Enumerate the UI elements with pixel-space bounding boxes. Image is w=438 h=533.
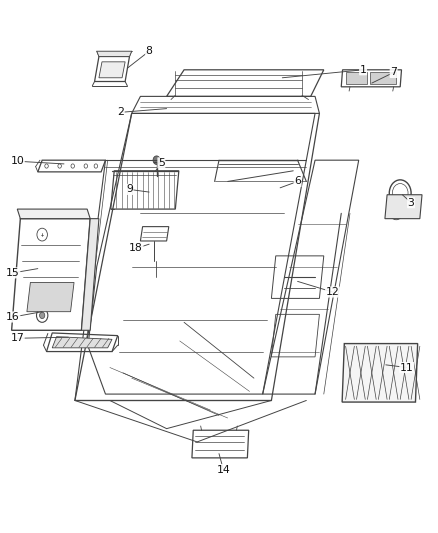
Text: 9: 9	[126, 184, 133, 195]
Text: 10: 10	[11, 156, 24, 166]
Polygon shape	[99, 62, 125, 78]
Text: 16: 16	[6, 312, 20, 322]
Polygon shape	[81, 219, 99, 330]
Text: 3: 3	[408, 198, 414, 208]
Text: 1: 1	[360, 65, 367, 75]
Text: 17: 17	[11, 333, 24, 343]
Text: 12: 12	[325, 287, 339, 297]
Polygon shape	[27, 282, 74, 312]
Polygon shape	[346, 72, 367, 84]
Text: 7: 7	[390, 68, 397, 77]
Circle shape	[39, 312, 45, 319]
Polygon shape	[97, 51, 132, 56]
Polygon shape	[385, 195, 422, 219]
Text: 2: 2	[117, 107, 124, 117]
Circle shape	[153, 156, 160, 165]
Text: 6: 6	[294, 176, 301, 187]
Text: 18: 18	[129, 244, 143, 253]
Text: 11: 11	[400, 362, 413, 373]
Polygon shape	[342, 344, 418, 402]
Polygon shape	[17, 209, 90, 219]
Text: 14: 14	[216, 465, 230, 474]
Text: 15: 15	[6, 268, 20, 278]
Text: 8: 8	[146, 46, 152, 56]
Polygon shape	[370, 72, 396, 84]
Text: 5: 5	[158, 158, 165, 168]
Polygon shape	[52, 337, 112, 348]
